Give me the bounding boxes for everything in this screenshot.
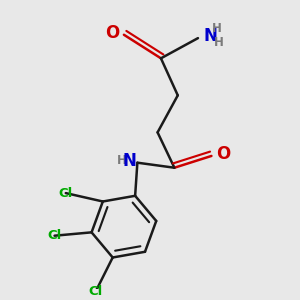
Text: H: H — [212, 22, 221, 35]
Text: Cl: Cl — [47, 229, 62, 242]
Text: Cl: Cl — [59, 187, 73, 200]
Text: H: H — [214, 36, 224, 49]
Text: H: H — [117, 154, 127, 167]
Text: N: N — [203, 27, 217, 45]
Text: N: N — [123, 152, 136, 170]
Text: Cl: Cl — [89, 285, 103, 298]
Text: O: O — [105, 24, 119, 42]
Text: O: O — [216, 145, 230, 163]
